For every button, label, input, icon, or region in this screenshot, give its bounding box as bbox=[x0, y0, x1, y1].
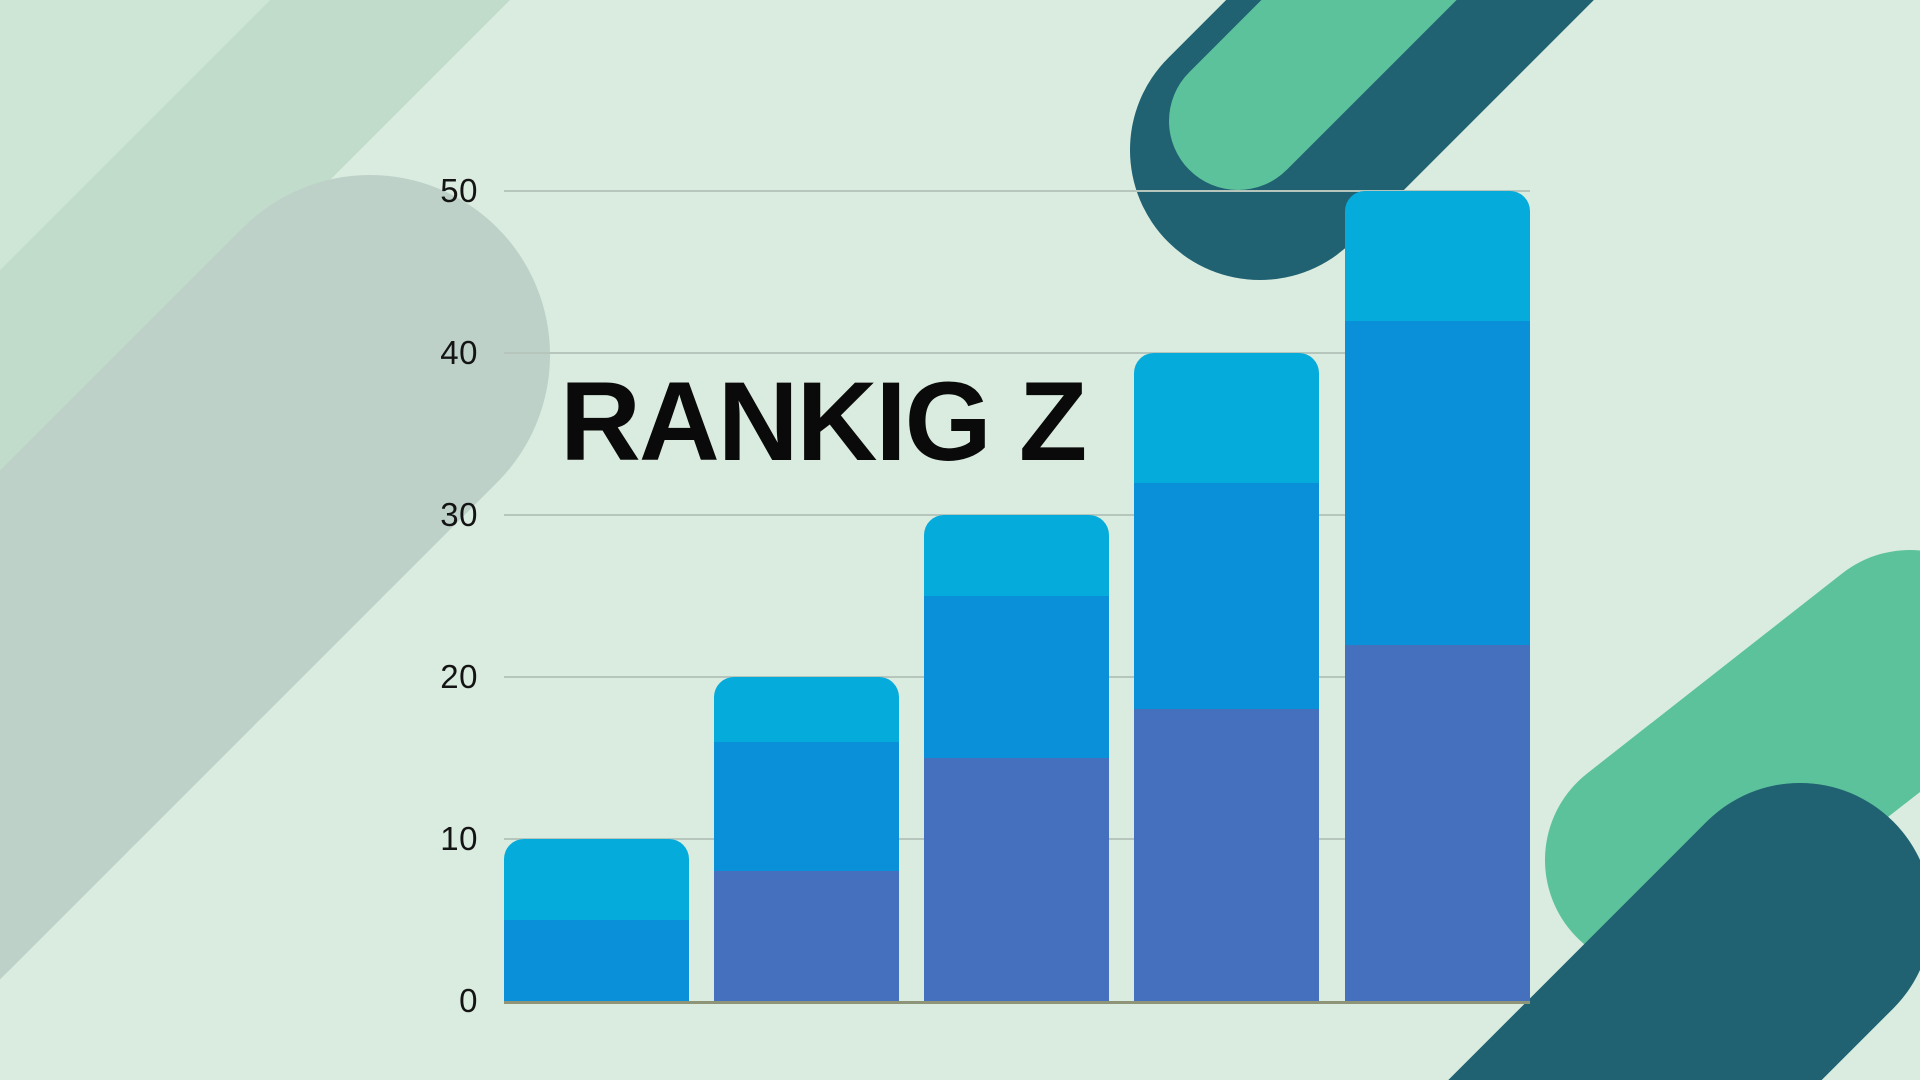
bar-2-segment-3 bbox=[714, 677, 899, 742]
bar-5-segment-3 bbox=[1345, 191, 1530, 321]
bar-2-segment-2 bbox=[714, 741, 899, 872]
y-tick-label-20: 20 bbox=[440, 658, 478, 695]
bar-3-segment-1 bbox=[924, 758, 1109, 1001]
bar-5-segment-1 bbox=[1345, 644, 1530, 1001]
gridline-50 bbox=[504, 190, 1530, 192]
green-capsule-bottom-right bbox=[1545, 550, 1920, 970]
teal-capsule-bottom-right bbox=[1448, 783, 1920, 1080]
y-tick-label-40: 40 bbox=[440, 334, 478, 371]
y-tick-label-10: 10 bbox=[440, 820, 478, 857]
y-tick-label-0: 0 bbox=[459, 982, 478, 1019]
bar-4-segment-3 bbox=[1134, 353, 1319, 483]
chart-title: RANKIG Z bbox=[560, 359, 1087, 484]
y-tick-label-50: 50 bbox=[440, 172, 478, 209]
bar-1-segment-3 bbox=[504, 839, 689, 920]
gridline-40 bbox=[504, 352, 1530, 354]
bar-1-segment-2 bbox=[504, 920, 689, 1001]
bar-5-segment-2 bbox=[1345, 320, 1530, 645]
bar-4-segment-1 bbox=[1134, 709, 1319, 1001]
x-axis-line bbox=[504, 1001, 1530, 1004]
bar-3-segment-2 bbox=[924, 596, 1109, 758]
bar-2-segment-1 bbox=[714, 871, 899, 1001]
y-tick-label-30: 30 bbox=[440, 496, 478, 533]
green-capsule-top-right bbox=[1169, 0, 1457, 190]
gray-capsule-top-left bbox=[0, 175, 550, 980]
bar-3-segment-3 bbox=[924, 515, 1109, 596]
bar-4-segment-2 bbox=[1134, 482, 1319, 710]
